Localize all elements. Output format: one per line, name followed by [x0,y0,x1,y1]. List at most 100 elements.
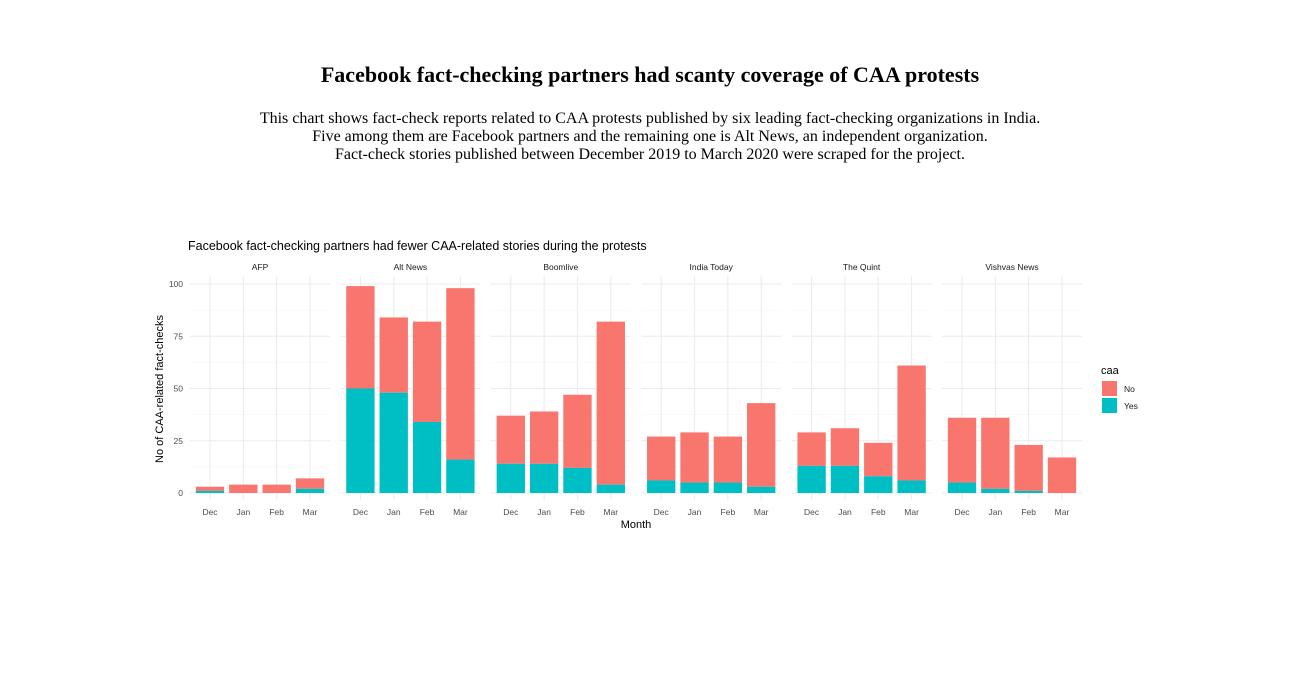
bar-no [229,484,258,493]
x-tick-label: Dec [804,507,820,517]
bar-no [747,403,776,487]
bar-yes [713,482,743,493]
x-tick-label: Dec [503,507,519,517]
bar-no [295,478,325,489]
bar-no [496,415,525,464]
x-tick-label: Mar [1055,507,1070,517]
facet-panel: India Today Dec Jan Feb Mar [641,262,782,517]
legend-key [1102,381,1117,396]
bar-yes [563,467,592,493]
x-tick-label: Mar [754,507,769,517]
x-tick-label: Feb [871,507,886,517]
y-tick-label: 100 [169,279,183,289]
bar-yes [346,388,375,493]
x-tick-label: Feb [1021,507,1036,517]
bar-yes [446,459,475,493]
x-tick-label: Dec [353,507,369,517]
bar-yes [747,486,776,493]
x-tick-label: Jan [838,507,852,517]
description-line: Fact-check stories published between Dec… [335,146,965,163]
bar-no [195,486,225,491]
chart-title: Facebook fact-checking partners had fewe… [188,239,647,253]
x-tick-label: Dec [654,507,670,517]
bar-yes [596,484,625,493]
bar-no [262,484,291,493]
x-tick-label: Feb [570,507,585,517]
bar-no [412,321,442,422]
x-tick-label: Feb [721,507,736,517]
bar-no [446,288,475,460]
y-tick-label: 50 [174,384,184,394]
bar-no [1014,444,1043,491]
bar-no [830,428,860,466]
legend-label: No [1124,384,1135,394]
bar-yes [529,463,559,493]
facet-panel: The Quint Dec Jan Feb Mar [791,262,932,517]
bar-yes [680,482,709,493]
y-axis-label: No of CAA-related fact-checks [154,315,166,463]
facet-label: India Today [690,262,734,272]
bar-yes [797,465,826,493]
bar-no [897,365,926,481]
x-tick-label: Dec [202,507,218,517]
x-tick-label: Mar [603,507,618,517]
legend: caa No Yes [1101,365,1138,413]
bar-yes [1014,490,1043,493]
bar-no [379,317,408,393]
bar-yes [947,482,977,493]
x-tick-label: Jan [537,507,551,517]
facet-label: AFP [252,262,269,272]
y-tick-label: 75 [174,331,184,341]
facet-label: The Quint [843,262,881,272]
x-tick-label: Mar [303,507,318,517]
bar-yes [864,476,893,493]
bar-no [797,432,826,466]
facet-panel: Boomlive Dec Jan Feb Mar [490,262,631,517]
bar-no [346,286,375,389]
bar-yes [412,421,442,493]
bar-no [713,436,743,483]
bar-no [529,411,559,464]
bar-no [947,417,977,483]
x-tick-label: Feb [420,507,435,517]
x-tick-label: Dec [954,507,970,517]
page-title: Facebook fact-checking partners had scan… [320,62,980,87]
x-tick-label: Feb [269,507,284,517]
bar-yes [295,488,325,493]
bar-yes [496,463,525,493]
bar-no [647,436,676,481]
bar-no [680,432,709,483]
facet-panels: 0 25 50 75 100 AFP Dec Jan Feb Mar Alt News Dec Jan F… [169,262,1082,517]
bar-no [563,394,592,468]
legend-label: Yes [1124,401,1138,411]
x-tick-label: Jan [236,507,250,517]
facet-label: Vishvas News [985,262,1038,272]
bar-yes [830,465,860,493]
bar-no [864,442,893,477]
description-line: This chart shows fact-check reports rela… [259,110,1041,127]
x-tick-label: Jan [387,507,401,517]
x-tick-label: Mar [453,507,468,517]
bar-no [596,321,625,485]
facet-panel: Vishvas News Dec Jan Feb Mar [942,262,1082,517]
legend-key [1102,398,1117,413]
bar-yes [981,488,1010,493]
x-tick-label: Jan [988,507,1002,517]
y-tick-label: 0 [178,488,183,498]
facet-panel: AFP Dec Jan Feb Mar [190,262,330,517]
bar-yes [379,392,408,493]
chart-description: This chart shows fact-check reports rela… [0,110,1300,164]
y-tick-label: 25 [174,436,184,446]
x-axis-label: Month [621,519,652,531]
bar-yes [647,480,676,493]
facet-panel: Alt News Dec Jan Feb Mar [340,262,481,517]
facet-label: Boomlive [543,262,578,272]
bar-no [981,417,1010,489]
legend-title: caa [1101,365,1120,377]
bar-yes [195,490,225,493]
facet-label: Alt News [394,262,428,272]
x-tick-label: Mar [904,507,919,517]
x-tick-label: Jan [688,507,702,517]
bar-yes [897,480,926,493]
description-line: Five among them are Facebook partners an… [312,128,988,145]
